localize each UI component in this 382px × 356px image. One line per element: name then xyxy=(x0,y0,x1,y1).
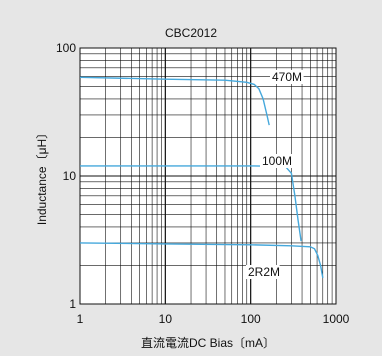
series-label-bg xyxy=(270,70,304,84)
grid xyxy=(79,47,337,305)
y-tick-label: 10 xyxy=(63,169,77,183)
series-line-2R2M xyxy=(79,242,324,279)
chart-title: CBC2012 xyxy=(165,26,217,40)
series-label-bg xyxy=(246,265,280,279)
y-tick-labels: 1 10 100 xyxy=(56,41,76,311)
series-label: 470M xyxy=(272,70,302,84)
series-label-bg xyxy=(260,154,294,168)
y-tick-label: 1 xyxy=(69,297,76,311)
x-tick-labels: 1 10 100 1000 xyxy=(77,312,350,326)
x-tick-label: 100 xyxy=(241,312,261,326)
x-axis-label: 直流電流DC Bias〔mA〕 xyxy=(141,336,275,350)
x-tick-label: 1000 xyxy=(323,312,350,326)
y-tick-label: 100 xyxy=(56,41,76,55)
series-layer: 470M 100M 2R2M xyxy=(79,70,324,279)
series-label: 100M xyxy=(262,154,292,168)
x-tick-label: 10 xyxy=(159,312,173,326)
series-label: 2R2M xyxy=(248,265,280,279)
y-axis-label: Inductance〔μH〕 xyxy=(35,127,49,225)
x-tick-label: 1 xyxy=(77,312,84,326)
series-line-470M xyxy=(79,76,270,126)
